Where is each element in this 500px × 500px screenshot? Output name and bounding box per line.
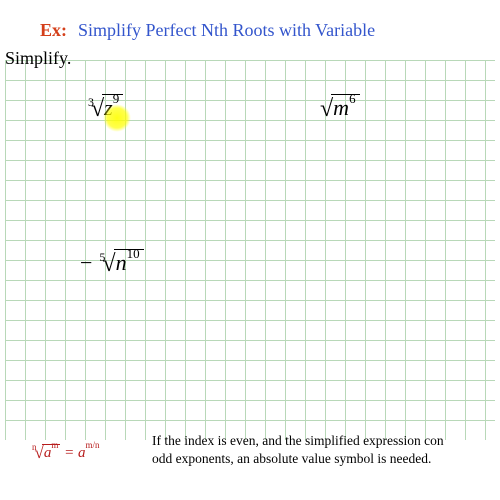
surd-icon: √ — [35, 443, 44, 462]
formula-rhs-exp: m/n — [85, 440, 99, 450]
ex-label: Ex: — [40, 20, 67, 41]
surd-icon: √ — [102, 251, 115, 277]
page-title: Simplify Perfect Nth Roots with Variable — [78, 20, 375, 41]
radical-3: 5√n10 — [96, 250, 143, 277]
radicand-3: n10 — [114, 249, 144, 275]
note-line-2: odd exponents, an absolute value symbol … — [152, 450, 444, 468]
exp-2: 6 — [349, 91, 356, 106]
formula-exp: m — [51, 440, 58, 450]
expression-3: − 5√n10 — [80, 250, 144, 277]
highlight-circle — [103, 104, 131, 132]
var-3: n — [116, 250, 127, 275]
formula: n√am = am/n — [30, 442, 100, 462]
surd-icon: √ — [320, 96, 333, 122]
grid-background — [5, 60, 495, 440]
note-line-1: If the index is even, and the simplified… — [152, 432, 444, 450]
footer-note: If the index is even, and the simplified… — [152, 432, 444, 468]
formula-radicand: am — [42, 444, 61, 461]
expression-2: √m6 — [320, 95, 360, 122]
radicand-2: m6 — [331, 94, 359, 120]
negative-sign: − — [80, 250, 92, 275]
radical-2: √m6 — [320, 95, 360, 122]
var-2: m — [333, 95, 349, 120]
exp-3: 10 — [127, 246, 140, 261]
simplify-label: Simplify. — [5, 48, 71, 69]
formula-eq: = — [60, 445, 78, 461]
page-container: Ex: Simplify Perfect Nth Roots with Vari… — [0, 0, 500, 500]
